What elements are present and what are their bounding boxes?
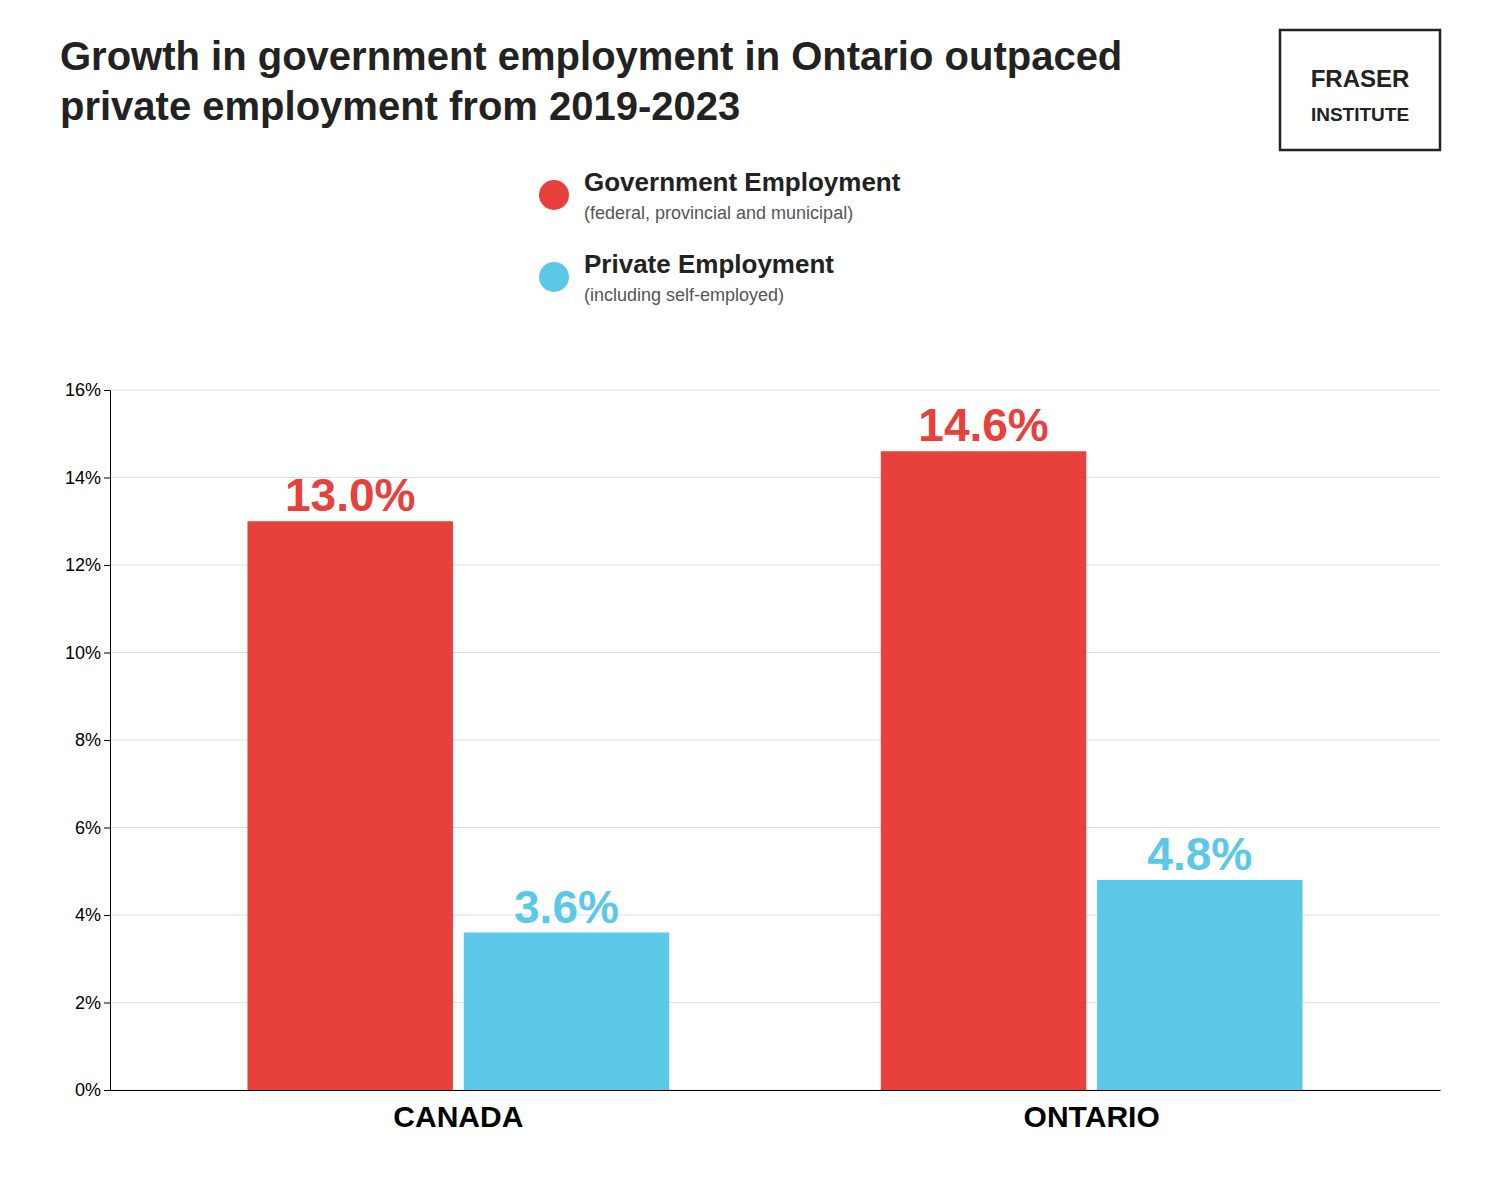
y-tick-label: 4% [75, 905, 101, 925]
logo-text: INSTITUTE [1311, 104, 1409, 125]
y-tick-mark [104, 565, 110, 566]
x-tick-label: ONTARIO [1024, 1100, 1160, 1133]
y-tick-label: 8% [75, 730, 101, 750]
y-axis: 0% 2% 4% 6% 8% 10% 12% 14% 16% [65, 380, 111, 1100]
bars [247, 451, 1302, 1090]
y-tick-label: 6% [75, 818, 101, 838]
chart: Growth in government employment in Ontar… [0, 0, 1500, 1200]
x-axis: CANADA ONTARIO [111, 1090, 1441, 1133]
y-tick-label: 14% [65, 468, 101, 488]
y-tick-label: 16% [65, 380, 101, 400]
x-tick: CANADA [393, 1090, 523, 1133]
bar [1097, 880, 1302, 1090]
y-tick: 12% [65, 555, 110, 575]
data-labels: 13.0% 14.6% 3.6% 4.8% [285, 399, 1252, 932]
logo-box: FRASER INSTITUTE [1280, 30, 1440, 150]
y-tick: 10% [65, 643, 110, 663]
title: private employment from 2019-2023 [60, 84, 740, 128]
y-tick: 16% [65, 380, 110, 400]
y-tick: 4% [75, 905, 110, 925]
data-label: 4.8% [1147, 828, 1252, 880]
data-label: 3.6% [514, 881, 619, 933]
y-axis-line [104, 391, 111, 1091]
legend: Government Employment (federal, provincia… [539, 167, 901, 305]
bar [881, 451, 1086, 1090]
logo-frame [1280, 30, 1440, 150]
logo-text: FRASER [1311, 65, 1410, 92]
legend-label: Government Employment [584, 167, 901, 197]
plot: 0% 2% 4% 6% 8% 10% 12% 14% 16% CANADA ONTARIO 13.0%… [65, 380, 1441, 1133]
legend-swatch [539, 262, 569, 292]
y-tick: 6% [75, 818, 110, 838]
y-tick: 0% [75, 1080, 110, 1100]
legend-note: (federal, provincial and municipal) [584, 203, 853, 223]
y-tick-mark [104, 1003, 110, 1004]
legend-item: Private Employment (including self-employ… [539, 249, 834, 305]
title: Growth in government employment in Ontar… [60, 34, 1122, 78]
x-tick-label: CANADA [393, 1100, 523, 1133]
y-tick: 14% [65, 468, 110, 488]
legend-note: (including self-employed) [584, 285, 784, 305]
y-tick-mark [104, 478, 110, 479]
data-label: 14.6% [918, 399, 1048, 451]
y-tick: 2% [75, 993, 110, 1013]
bar [464, 933, 669, 1091]
x-axis-line [111, 1090, 1441, 1091]
y-tick-mark [104, 653, 110, 654]
y-tick-mark [104, 828, 110, 829]
y-tick-mark [104, 740, 110, 741]
y-tick-label: 2% [75, 993, 101, 1013]
bar [247, 521, 452, 1090]
grid [110, 390, 1440, 1090]
legend-swatch [539, 180, 569, 210]
y-tick-label: 10% [65, 643, 101, 663]
data-label: 13.0% [285, 469, 415, 521]
grid-line [110, 390, 1440, 391]
y-tick-mark [104, 390, 110, 391]
legend-item: Government Employment (federal, provincia… [539, 167, 901, 223]
y-tick: 8% [75, 730, 110, 750]
y-tick-label: 0% [75, 1080, 101, 1100]
legend-label: Private Employment [584, 249, 834, 279]
x-tick: ONTARIO [1024, 1090, 1160, 1133]
y-tick-mark [104, 915, 110, 916]
y-tick-label: 12% [65, 555, 101, 575]
y-tick-mark [104, 1090, 110, 1091]
